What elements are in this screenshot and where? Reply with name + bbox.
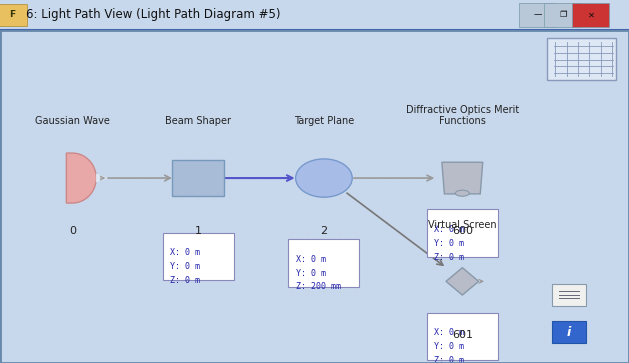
Ellipse shape <box>296 159 352 197</box>
FancyBboxPatch shape <box>552 321 586 343</box>
Polygon shape <box>96 174 108 182</box>
FancyBboxPatch shape <box>162 233 234 280</box>
Text: 6: Light Path View (Light Path Diagram #5): 6: Light Path View (Light Path Diagram #… <box>26 8 281 21</box>
Text: Virtual Screen: Virtual Screen <box>428 220 497 230</box>
Text: ❐: ❐ <box>559 11 567 19</box>
Text: X: 0 m
Y: 0 m
Z: 0 m: X: 0 m Y: 0 m Z: 0 m <box>434 225 464 261</box>
Text: X: 0 m
Y: 0 m
Z: 200 mm: X: 0 m Y: 0 m Z: 200 mm <box>296 255 341 291</box>
Text: 0: 0 <box>69 227 76 236</box>
FancyBboxPatch shape <box>426 313 498 360</box>
FancyBboxPatch shape <box>519 3 555 27</box>
Text: Target Plane: Target Plane <box>294 117 354 126</box>
Polygon shape <box>67 153 96 203</box>
Ellipse shape <box>455 190 469 196</box>
Text: Beam Shaper: Beam Shaper <box>165 117 231 126</box>
FancyBboxPatch shape <box>547 38 616 80</box>
Text: 2: 2 <box>320 227 328 236</box>
Text: Diffractive Optics Merit
Functions: Diffractive Optics Merit Functions <box>406 105 519 126</box>
FancyBboxPatch shape <box>552 284 586 306</box>
FancyBboxPatch shape <box>426 209 498 257</box>
Text: X: 0 m
Y: 0 m
Z: 0 m: X: 0 m Y: 0 m Z: 0 m <box>170 248 200 285</box>
FancyBboxPatch shape <box>544 3 581 27</box>
Text: F: F <box>9 10 15 19</box>
Text: ✕: ✕ <box>587 11 595 19</box>
Text: 600: 600 <box>452 227 473 236</box>
Text: 601: 601 <box>452 330 473 340</box>
Text: X: 0 m
Y: 0 m
Z: 0 m: X: 0 m Y: 0 m Z: 0 m <box>434 328 464 363</box>
FancyBboxPatch shape <box>572 3 609 27</box>
Text: i: i <box>567 326 571 339</box>
Polygon shape <box>442 162 483 194</box>
Text: Gaussian Wave: Gaussian Wave <box>35 117 110 126</box>
Polygon shape <box>446 268 479 295</box>
Text: —: — <box>533 11 542 19</box>
Text: 1: 1 <box>194 227 202 236</box>
FancyBboxPatch shape <box>288 239 360 287</box>
FancyBboxPatch shape <box>172 160 224 196</box>
FancyBboxPatch shape <box>0 4 27 26</box>
